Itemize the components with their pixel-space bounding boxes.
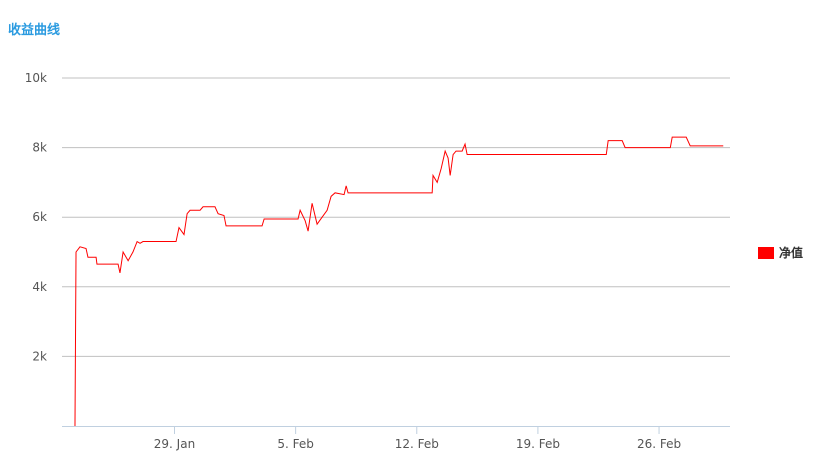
- x-tick-label: 12. Feb: [395, 437, 439, 451]
- x-tick-label: 26. Feb: [637, 437, 681, 451]
- chart-title: 收益曲线: [8, 22, 60, 38]
- legend-swatch: [758, 247, 774, 259]
- x-tick-label: 29. Jan: [154, 437, 195, 451]
- y-tick-label: 10k: [25, 71, 47, 85]
- y-tick-label: 2k: [32, 349, 47, 363]
- series-line: [74, 136, 724, 427]
- y-tick-label: 8k: [32, 141, 47, 155]
- legend-label: 净值: [779, 245, 803, 260]
- x-tick-label: 19. Feb: [516, 437, 560, 451]
- x-tick-label: 5. Feb: [277, 437, 314, 451]
- y-tick-label: 6k: [32, 210, 47, 224]
- y-tick-label: 4k: [32, 280, 47, 294]
